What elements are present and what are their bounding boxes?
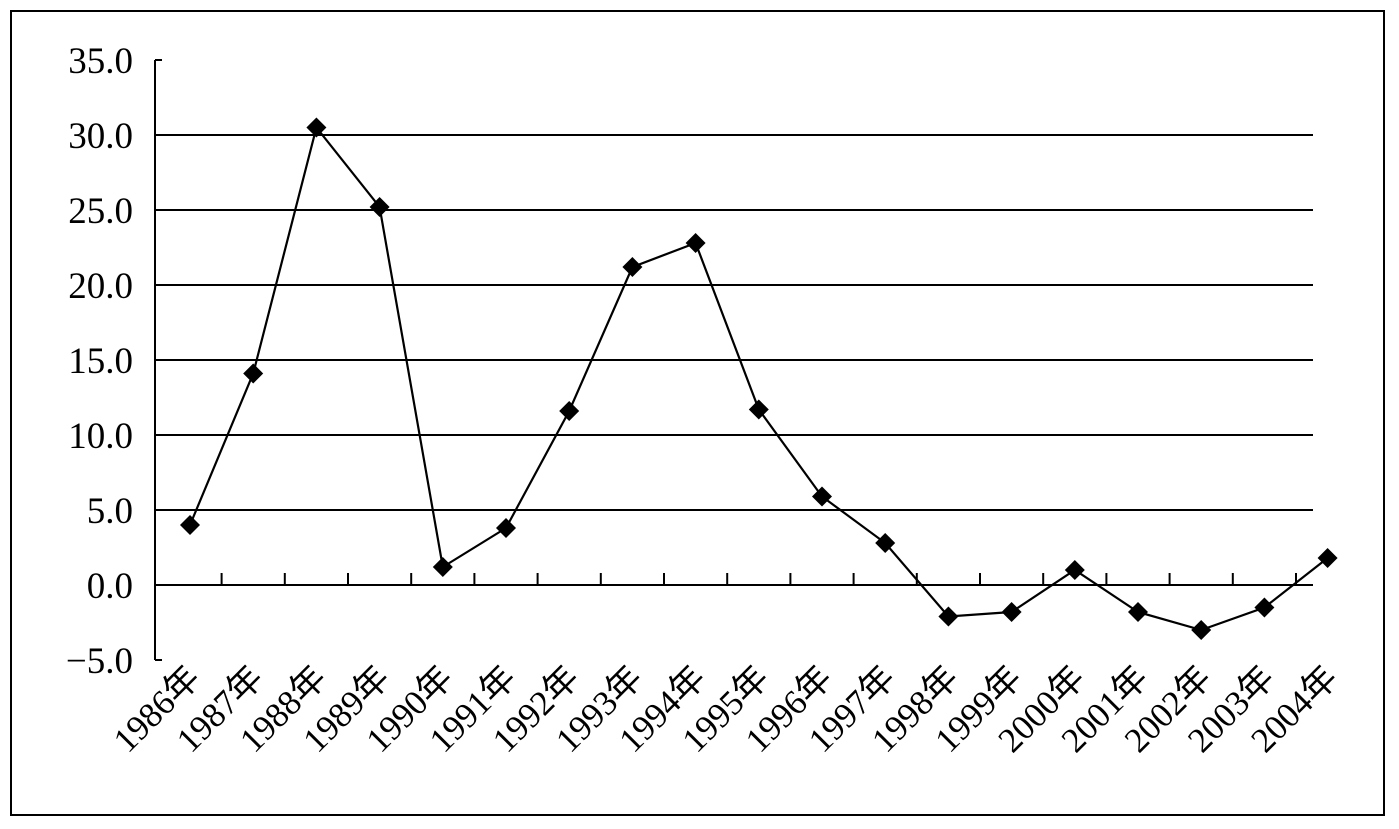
data-point	[243, 363, 264, 384]
data-point	[938, 606, 959, 627]
data-point	[1001, 602, 1022, 622]
data-point	[812, 486, 832, 507]
data-point	[875, 533, 896, 553]
data-point	[180, 515, 200, 535]
gridlines	[155, 134, 1313, 511]
data-point	[1128, 602, 1148, 622]
y-tick-label: 10.0	[68, 416, 133, 457]
data-point	[748, 399, 769, 420]
data-point	[559, 401, 580, 421]
series-group	[180, 117, 1338, 640]
data-point	[432, 557, 453, 577]
data-point	[685, 233, 706, 253]
data-point	[496, 518, 516, 538]
data-point	[1064, 560, 1085, 580]
axes	[154, 59, 1313, 661]
y-tick-label: −5.0	[66, 641, 133, 682]
y-tick-labels: 35.0 30.0 25.0 20.0 15.0 10.0 5.0 0.0 −5.0	[66, 41, 133, 682]
data-point	[369, 197, 390, 217]
y-tick-label: 25.0	[68, 191, 133, 232]
data-point	[1254, 597, 1275, 618]
y-tick-label: 0.0	[87, 566, 133, 607]
data-point	[1317, 548, 1338, 568]
y-tick-label: 30.0	[68, 116, 133, 157]
y-tick-label: 15.0	[68, 341, 133, 382]
chart-frame	[10, 10, 1385, 816]
y-tick-label: 5.0	[87, 491, 133, 532]
data-point	[306, 117, 327, 138]
data-point	[622, 257, 643, 277]
data-point	[1191, 620, 1212, 640]
y-tick-label: 20.0	[68, 266, 133, 307]
x-tick-labels: 1986年1987年1988年1989年1990年1991年1992年1993年…	[106, 658, 1345, 760]
y-tick-label: 35.0	[68, 41, 133, 82]
series-line	[188, 125, 1329, 632]
